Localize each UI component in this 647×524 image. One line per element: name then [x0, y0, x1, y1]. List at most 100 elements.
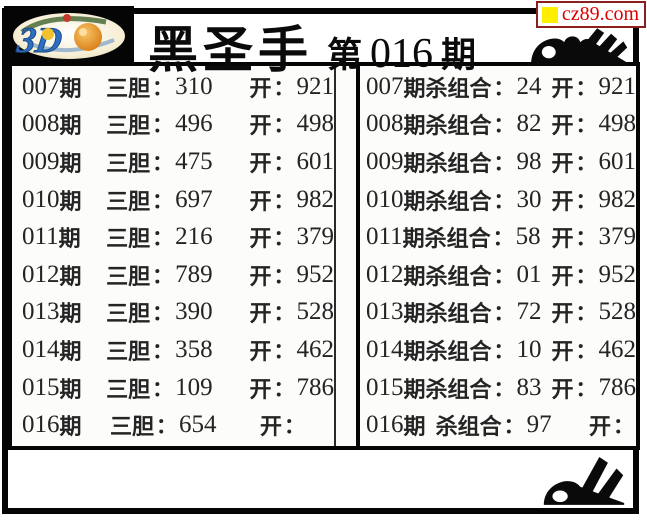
pick-value: 01 [516, 260, 542, 288]
result-cell: 开 ： 462 [249, 334, 334, 366]
pick-cell: 杀组合 ： 30 [426, 184, 552, 216]
pick-cell: 杀组合 ： 98 [426, 146, 552, 178]
result-cell: 开 ： 379 [551, 221, 636, 253]
table-row: 012 期 三胆 ： 789 开 ： 952 [22, 256, 334, 293]
period-suffix: 期 [403, 339, 426, 365]
pick-colon: ： [493, 376, 515, 401]
table-row: 015 期 杀组合 ： 83 开 ： 786 [366, 369, 636, 406]
pick-label: 杀组合 [425, 151, 492, 177]
period-suffix: 期 [403, 302, 426, 328]
pick-cell: 三胆 ： 358 [106, 334, 249, 366]
pick-colon: ： [152, 150, 174, 175]
period-cell: 008 期 [366, 108, 426, 140]
table-row: 007 期 杀组合 ： 24 开 ： 921 [366, 68, 636, 105]
period-suffix: 期 [59, 377, 82, 403]
result-cell: 开 ： 379 [249, 221, 334, 253]
result-cell: 开 ： 982 [249, 184, 334, 216]
pick-cell: 杀组合 ： 97 [436, 409, 589, 441]
ok-hand-signature-icon [540, 453, 628, 511]
pick-cell: 三胆 ： 390 [106, 296, 249, 328]
open-label: 开 [551, 377, 574, 403]
open-label: 开 [249, 264, 272, 290]
open-colon: ： [575, 226, 597, 251]
issue-prefix: 第 [327, 36, 363, 76]
open-colon: ： [575, 301, 597, 326]
pick-colon: ： [493, 75, 515, 100]
pick-value: 216 [175, 223, 213, 251]
pick-colon: ： [503, 414, 525, 439]
result-value: 462 [296, 335, 335, 363]
pick-colon: ： [152, 376, 174, 401]
pick-value: 83 [516, 373, 542, 401]
open-label: 开 [551, 114, 574, 140]
title-text: 黑圣手 [148, 21, 313, 79]
pick-value: 697 [175, 185, 213, 213]
table-row: 009 期 杀组合 ： 98 开 ： 601 [366, 143, 636, 180]
result-cell: 开 ： 528 [249, 296, 334, 328]
open-label: 开 [249, 377, 272, 403]
result-cell: 开 ： 498 [249, 108, 334, 140]
three-dan-table: 007 期 三胆 ： 310 开 ： 921 008 期 三胆 ： 496 开 … [12, 66, 334, 446]
table-row: 008 期 三胆 ： 496 开 ： 498 [22, 106, 334, 143]
ok-hand-icon [528, 26, 628, 70]
result-value: 921 [598, 72, 637, 100]
result-cell: 开 ： 982 [551, 184, 636, 216]
open-label: 开 [249, 114, 272, 140]
pick-value: 24 [516, 72, 542, 100]
period-cell: 012 期 [22, 259, 106, 291]
period-suffix: 期 [59, 339, 82, 365]
period-suffix: 期 [59, 264, 82, 290]
pick-cell: 三胆 ： 109 [106, 372, 249, 404]
pick-colon: ： [152, 113, 174, 138]
pick-value: 109 [175, 373, 213, 401]
pick-cell: 三胆 ： 789 [106, 259, 249, 291]
period-number: 007 [366, 72, 404, 100]
period-suffix: 期 [403, 189, 426, 215]
period-suffix: 期 [403, 264, 426, 290]
period-number: 015 [22, 373, 60, 401]
result-value: 601 [296, 147, 335, 175]
column-divider-thin [334, 66, 336, 446]
period-number: 008 [22, 110, 60, 138]
open-colon: ： [273, 75, 295, 100]
pick-label: 三胆 [106, 302, 151, 328]
pick-colon: ： [152, 188, 174, 213]
open-label: 开 [249, 151, 272, 177]
period-cell: 010 期 [22, 184, 106, 216]
site-link-badge[interactable]: cz89.com [535, 1, 646, 28]
result-cell: 开 ： [589, 409, 636, 441]
pick-cell: 三胆 ： 496 [106, 108, 249, 140]
pick-cell: 杀组合 ： 10 [426, 334, 552, 366]
result-cell: 开 ： 498 [551, 108, 636, 140]
period-number: 016 [22, 411, 60, 439]
table-row: 015 期 三胆 ： 109 开 ： 786 [22, 369, 334, 406]
pick-colon: ： [493, 263, 515, 288]
pick-colon: ： [152, 226, 174, 251]
pick-colon: ： [492, 226, 514, 251]
result-cell: 开 ： 601 [249, 146, 334, 178]
prediction-table-box: 007 期 三胆 ： 310 开 ： 921 008 期 三胆 ： 496 开 … [8, 62, 640, 450]
period-number: 014 [366, 335, 404, 363]
pick-value: 97 [526, 411, 552, 439]
period-suffix: 期 [58, 227, 81, 253]
table-row: 014 期 杀组合 ： 10 开 ： 462 [366, 331, 636, 368]
pick-colon: ： [493, 301, 515, 326]
period-suffix: 期 [402, 227, 425, 253]
period-cell: 007 期 [366, 71, 426, 103]
pick-value: 390 [175, 298, 213, 326]
result-value: 498 [598, 110, 637, 138]
pick-cell: 三胆 ： 310 [106, 71, 249, 103]
open-colon: ： [273, 263, 295, 288]
open-label: 开 [588, 415, 611, 441]
period-suffix: 期 [403, 114, 426, 140]
period-cell: 015 期 [366, 372, 426, 404]
result-value: 379 [598, 223, 637, 251]
pick-cell: 杀组合 ： 82 [426, 108, 552, 140]
pick-value: 58 [515, 223, 541, 251]
period-number: 010 [366, 185, 404, 213]
pick-cell: 杀组合 ： 24 [426, 71, 552, 103]
table-row: 016 期 三胆 ： 654 开 ： [22, 407, 334, 444]
pick-label: 杀组合 [425, 302, 492, 328]
pick-cell: 三胆 ： 654 [110, 409, 260, 441]
open-colon: ： [273, 376, 295, 401]
